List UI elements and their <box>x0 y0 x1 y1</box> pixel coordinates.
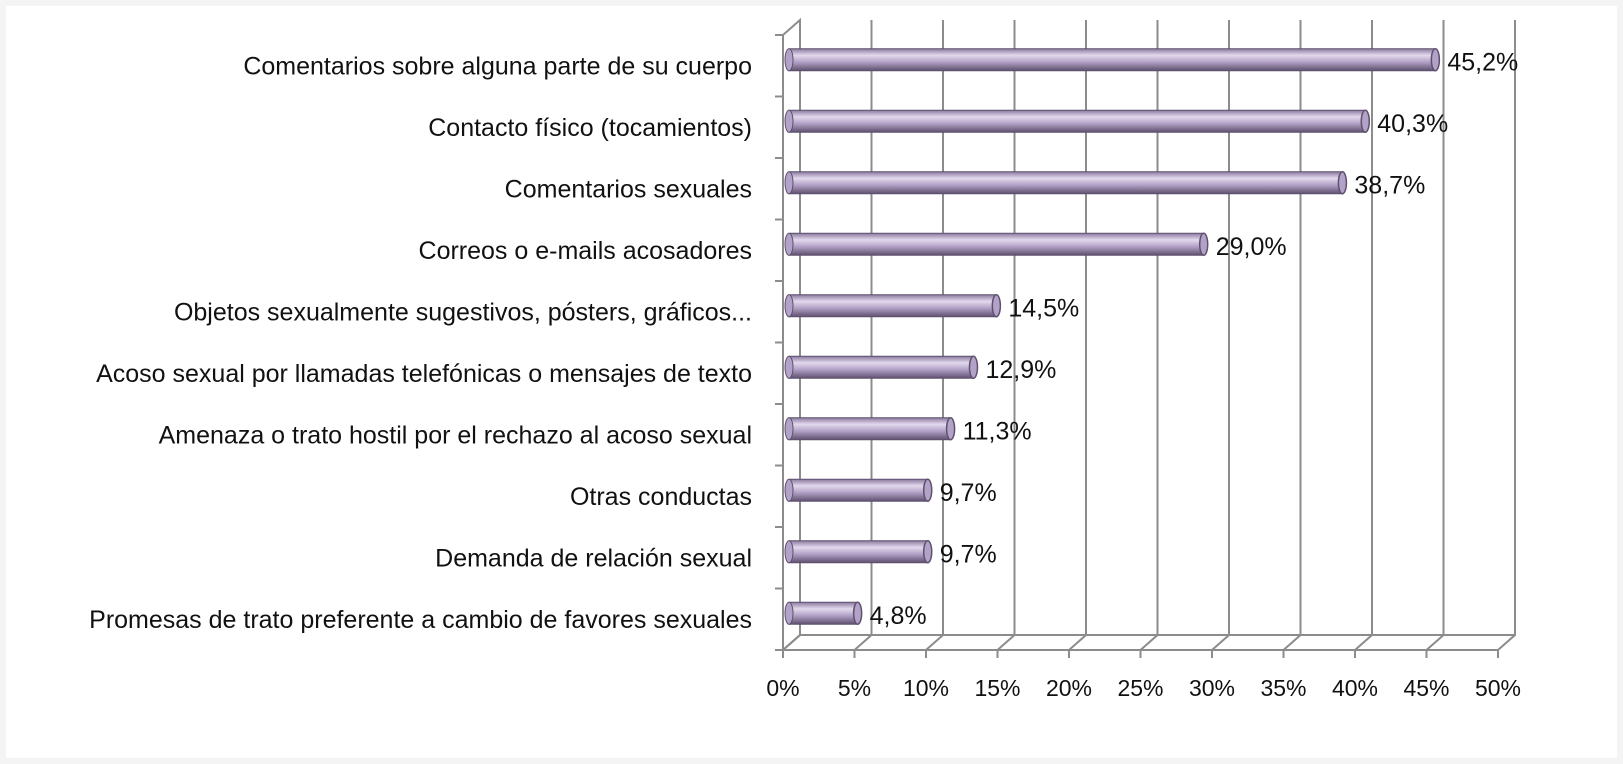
grid-line <box>1068 20 1087 651</box>
bar-base <box>784 540 794 564</box>
bar <box>788 601 859 625</box>
bar-cap <box>945 417 956 441</box>
data-label: 38,7% <box>1354 171 1425 199</box>
x-tick-label: 35% <box>1260 675 1306 701</box>
data-label: 9,7% <box>940 540 997 568</box>
grid-line <box>996 20 1016 651</box>
x-tick-label: 20% <box>1046 675 1092 701</box>
y-tick-label: Contacto físico (tocamientos) <box>428 114 752 142</box>
x-tick-label: 30% <box>1189 675 1235 701</box>
x-tick-label: 15% <box>974 675 1020 701</box>
x-tick-label: 40% <box>1332 675 1378 701</box>
bar-base <box>784 355 794 379</box>
bar <box>788 109 1366 133</box>
bar-base <box>784 171 794 195</box>
data-label: 4,8% <box>870 602 927 630</box>
data-label: 40,3% <box>1377 110 1448 138</box>
x-tick-label: 25% <box>1117 675 1163 701</box>
bar-base <box>784 417 794 441</box>
grid-line <box>853 20 873 651</box>
bar-cap <box>968 355 979 379</box>
bar-base <box>784 109 794 133</box>
data-label: 14,5% <box>1008 294 1079 322</box>
y-tick-label: Comentarios sobre alguna parte de su cue… <box>243 52 752 80</box>
x-tick-label: 50% <box>1475 675 1521 701</box>
bar-cap <box>991 294 1002 318</box>
x-tick-label: 5% <box>838 675 871 701</box>
bar-cap <box>1337 171 1348 195</box>
x-tick-label: 45% <box>1403 675 1449 701</box>
x-tick-label: 10% <box>903 675 949 701</box>
y-tick-label: Objetos sexualmente sugestivos, pósters,… <box>174 298 752 326</box>
y-tick-label: Correos o e-mails acosadores <box>419 237 752 265</box>
bar-cap <box>1430 48 1441 72</box>
grid-line <box>1354 20 1373 651</box>
bar <box>788 540 929 564</box>
bar-cap <box>1198 232 1209 256</box>
y-tick-label: Acoso sexual por llamadas telefónicas o … <box>96 360 752 388</box>
y-tick-label: Promesas de trato preferente a cambio de… <box>89 606 752 634</box>
bar-cap <box>852 601 863 625</box>
y-tick-label: Otras conductas <box>570 483 752 511</box>
data-label: 29,0% <box>1216 233 1287 261</box>
bar-cap <box>1360 109 1371 133</box>
bar <box>788 417 952 441</box>
bar-cap <box>922 540 933 564</box>
grid-line <box>782 20 801 651</box>
bar-base <box>784 232 794 256</box>
grid-line <box>1282 20 1302 651</box>
x-tick-label: 0% <box>766 675 799 701</box>
grid-line <box>1497 20 1516 651</box>
data-label: 12,9% <box>985 356 1056 384</box>
data-label: 45,2% <box>1447 48 1518 76</box>
bar-base <box>784 48 794 72</box>
bar <box>788 171 1343 195</box>
bar <box>788 232 1205 256</box>
bar <box>788 478 929 502</box>
y-tick-label: Comentarios sexuales <box>505 175 752 203</box>
bar-base <box>784 294 794 318</box>
grid-line <box>925 20 944 651</box>
bar <box>788 294 997 318</box>
data-label: 11,3% <box>963 417 1032 445</box>
bar-cap <box>922 478 933 502</box>
bar <box>788 355 974 379</box>
y-tick-label: Amenaza o trato hostil por el rechazo al… <box>159 421 752 449</box>
y-tick-label: Demanda de relación sexual <box>435 544 752 572</box>
grid-line <box>1425 20 1445 651</box>
bar-base <box>784 601 794 625</box>
grid-line <box>1211 20 1230 651</box>
grid-line <box>1139 20 1159 651</box>
bar-base <box>784 478 794 502</box>
data-label: 9,7% <box>940 479 997 507</box>
bar <box>788 48 1436 72</box>
